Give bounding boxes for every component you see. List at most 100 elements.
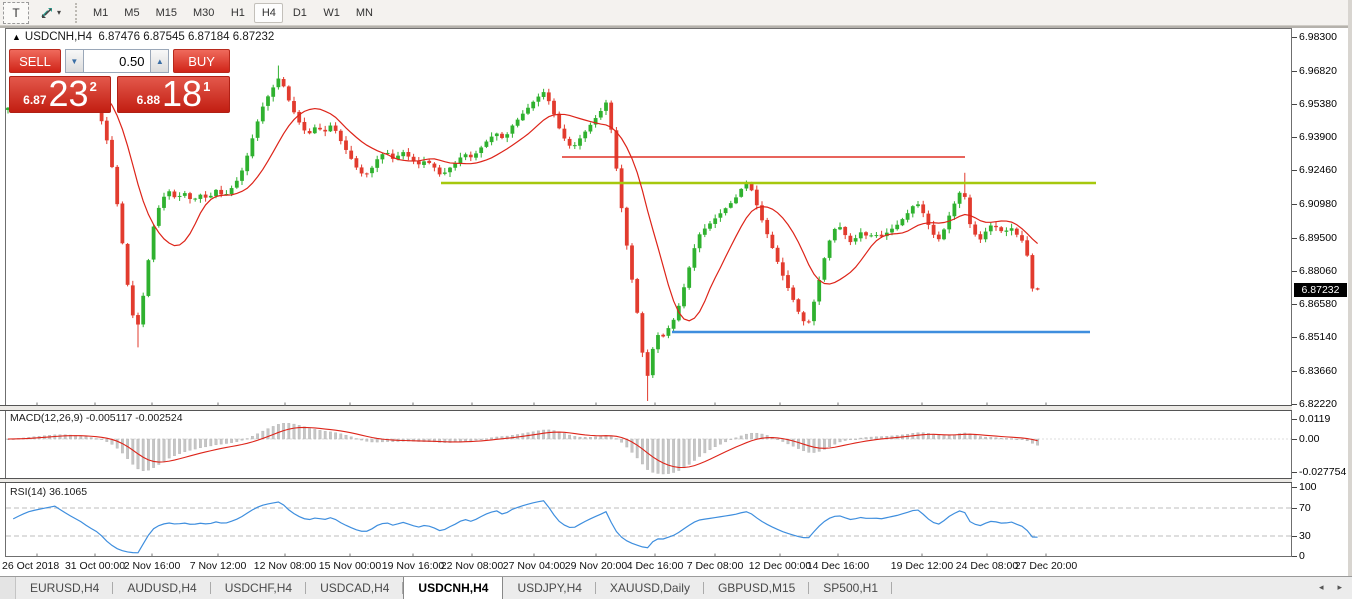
tab-eurusd-h4[interactable]: EURUSD,H4 <box>16 577 114 599</box>
pane-splitter <box>0 405 1352 411</box>
axis-label: 30 <box>1299 530 1311 542</box>
timeframe-button-m5[interactable]: M5 <box>124 6 140 19</box>
axis-label: 6.93900 <box>1299 131 1337 144</box>
toolbar-separator <box>75 2 81 23</box>
timeframe-button-w1[interactable]: W1 <box>323 6 340 19</box>
window-right-edge <box>1348 0 1352 599</box>
time-axis[interactable]: 26 Oct 2018 31 Oct 00:00 2 Nov 16:00 7 Nov … <box>0 557 1292 576</box>
tab-usdcnh-h4[interactable]: USDCNH,H4 <box>403 577 504 599</box>
tabbar-lead <box>0 577 16 599</box>
moving-average-line <box>65 86 1038 322</box>
axis-tick <box>1292 170 1297 172</box>
rsi-line <box>12 500 1038 554</box>
axis-label: 0.00 <box>1299 433 1320 445</box>
timeframe-button-m30[interactable]: M30 <box>192 6 215 19</box>
timeframe-button-d1[interactable]: D1 <box>292 6 307 19</box>
toolbar: T ▾ M1 M5 M15 M30 H1 H4 D1 W1 MN <box>0 0 1352 26</box>
sell-price-prefix: 6.87 <box>23 93 47 107</box>
arrows-tool-dropdown[interactable]: ▾ <box>33 2 67 24</box>
axis-label: 6.96820 <box>1299 64 1337 77</box>
time-label: 15 Nov 00:00 <box>318 560 382 572</box>
volume-input[interactable]: 0.50 <box>83 49 151 73</box>
macd-layer <box>6 423 1291 475</box>
axis-label: 6.85140 <box>1299 331 1337 344</box>
time-label: 22 Nov 08:00 <box>440 560 504 572</box>
current-price-tag: 6.87232 <box>1294 282 1347 297</box>
tab-scroll-right-icon[interactable]: ▸ <box>1337 582 1342 592</box>
arrow-up-icon: ▲ <box>155 56 164 66</box>
axis-tick <box>1292 204 1297 206</box>
symbol-triangle-icon: ▲ <box>12 32 21 42</box>
symbol-label: USDCNH,H4 <box>24 31 93 43</box>
sell-quote-box[interactable]: 6.87 23 2 <box>9 76 111 113</box>
volume-decrease-button[interactable]: ▼ <box>65 49 84 73</box>
timeframe-group: M1 M5 M15 M30 H1 H4 D1 W1 MN <box>85 2 381 23</box>
axis-label: 6.98300 <box>1299 31 1337 43</box>
one-click-trade-panel: SELL ▼ 0.50 ▲ BUY 6.87 23 2 6.88 18 1 <box>9 49 231 113</box>
axis-label: 0 <box>1299 550 1305 562</box>
text-tool-icon: T <box>12 5 20 20</box>
axis-label: 6.82220 <box>1299 397 1337 410</box>
axis-tick <box>1292 472 1297 473</box>
axis-label: 0.0119 <box>1299 413 1331 425</box>
buy-button[interactable]: BUY <box>173 49 231 73</box>
tab-usdjpy-h4[interactable]: USDJPY,H4 <box>503 577 596 599</box>
timeframe-button-h1[interactable]: H1 <box>230 6 245 19</box>
symbol-ohlc-header: ▲ USDCNH,H4 6.87476 6.87545 6.87184 6.872… <box>12 31 274 43</box>
price-axis[interactable]: 6.98300 6.96820 6.95380 6.93900 6.92460 6.909… <box>1292 28 1348 576</box>
axis-label: 6.89500 <box>1299 231 1337 244</box>
axis-tick <box>1292 508 1297 509</box>
timeframe-button-m1[interactable]: M1 <box>93 6 109 19</box>
rsi-label: RSI(14) 36.1065 <box>10 486 88 498</box>
axis-label: 6.92460 <box>1299 164 1337 177</box>
axis-tick <box>1292 371 1297 373</box>
tab-usdchf-h4[interactable]: USDCHF,H4 <box>211 577 307 599</box>
arrows-tool-icon <box>41 7 52 18</box>
axis-tick <box>1292 70 1297 72</box>
axis-tick <box>1292 237 1297 239</box>
time-label: 19 Dec 12:00 <box>890 560 954 572</box>
time-label: 27 Nov 04:00 <box>502 560 566 572</box>
tab-audusd-h4[interactable]: AUDUSD,H4 <box>113 577 211 599</box>
axis-tick <box>1292 536 1297 537</box>
tab-sp500-h1[interactable]: SP500,H1 <box>809 577 892 599</box>
chevron-down-icon: ▾ <box>56 8 61 17</box>
axis-label: 6.95380 <box>1299 97 1337 110</box>
axis-tick <box>1292 337 1297 339</box>
axis-label: 70 <box>1299 502 1311 514</box>
axis-label: 100 <box>1299 481 1317 493</box>
axis-label: 6.86580 <box>1299 298 1337 311</box>
axis-label: 6.83660 <box>1299 365 1337 378</box>
tab-scroll-left-icon[interactable]: ◂ <box>1318 582 1324 592</box>
axis-tick <box>1292 37 1297 38</box>
timeframe-button-h4[interactable]: H4 <box>254 2 284 23</box>
sell-price-sup: 2 <box>89 79 97 94</box>
buy-price-sup: 1 <box>203 79 211 94</box>
buy-price-prefix: 6.88 <box>136 93 161 107</box>
tab-usdcad-h4[interactable]: USDCAD,H4 <box>306 577 404 599</box>
close-value: 6.87232 <box>232 31 275 43</box>
tab-gbpusd-m15[interactable]: GBPUSD,M15 <box>704 577 810 599</box>
timeframe-button-mn[interactable]: MN <box>355 6 373 19</box>
sell-price-big: 23 <box>48 73 89 114</box>
high-value: 6.87545 <box>143 31 185 43</box>
text-tool-button[interactable]: T <box>3 1 29 24</box>
time-label: 7 Dec 08:00 <box>686 560 744 572</box>
timeframe-button-m15[interactable]: M15 <box>155 6 177 19</box>
axis-tick <box>1292 103 1297 105</box>
axis-tick <box>1292 439 1297 440</box>
sell-button[interactable]: SELL <box>9 49 61 73</box>
axis-tick <box>1292 556 1297 557</box>
macd-signal-line <box>7 426 1038 469</box>
symbol-tabbar: EURUSD,H4 AUDUSD,H4 USDCHF,H4 USDCAD,H4 USDC… <box>0 576 1352 599</box>
time-label: 29 Nov 20:00 <box>564 560 628 572</box>
buy-quote-box[interactable]: 6.88 18 1 <box>117 76 230 113</box>
tab-scroll-controls: ◂ ▸ <box>1319 582 1342 593</box>
time-label: 27 Dec 20:00 <box>1014 560 1078 572</box>
pane-splitter <box>0 478 1352 483</box>
volume-increase-button[interactable]: ▲ <box>150 49 170 73</box>
axis-tick <box>1292 419 1297 420</box>
tab-xauusd-daily[interactable]: XAUUSD,Daily <box>596 577 704 599</box>
window-top-edge <box>0 26 1352 28</box>
